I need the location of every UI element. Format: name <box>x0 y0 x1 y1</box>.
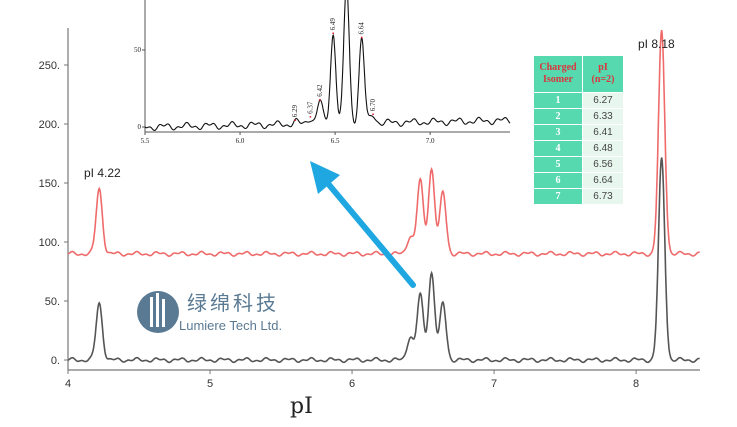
inset-peak-label: 6.49 <box>329 18 337 31</box>
header-text: pI <box>598 62 608 73</box>
inset-peak-marker <box>309 115 312 118</box>
isomer-number: 1 <box>533 92 583 109</box>
series-line-black <box>67 157 700 364</box>
x-tick-label: 4 <box>65 378 71 390</box>
inset-y-tick-label: 50 <box>134 46 142 54</box>
logo-mark-stripe <box>162 299 165 327</box>
isomer-pi: 6.73 <box>582 188 624 205</box>
inset-x-tick-label: 7.0 <box>426 137 435 145</box>
arrow-head-icon <box>310 161 340 194</box>
isomer-number: 7 <box>533 188 583 205</box>
x-axis-label: pI <box>290 394 313 419</box>
inset-peak-label: 6.42 <box>316 84 324 97</box>
main-chart-axes <box>67 28 700 371</box>
table-row: 3 6.41 <box>533 124 624 141</box>
table-row: 2 6.33 <box>533 108 624 125</box>
logo-mark-stripe <box>150 297 153 327</box>
header-charged-isomer: Charged Isomer <box>533 55 583 93</box>
isomer-number: 3 <box>533 124 583 141</box>
y-tick-label: 0. <box>51 355 60 367</box>
y-tick-label: 200. <box>39 119 60 131</box>
inset-x-tick-label: 5.5 <box>141 137 150 145</box>
inset-peak-labels: 6.296.376.426.496.566.646.70 <box>291 18 377 122</box>
table-row: 6 6.64 <box>533 172 624 189</box>
inset-peak-marker <box>318 98 321 101</box>
y-tick-label: 50. <box>45 296 60 308</box>
x-tick-label: 7 <box>491 378 497 390</box>
inset-peak-label: 6.29 <box>291 104 299 117</box>
table-row: 7 6.73 <box>533 188 624 205</box>
zoom-arrow <box>310 161 416 288</box>
x-tick-label: 8 <box>633 378 639 390</box>
inset-peak-marker <box>294 119 297 122</box>
isomer-pi: 6.64 <box>582 172 624 189</box>
isomer-number: 6 <box>533 172 583 189</box>
logo-mark-stripe <box>156 293 159 327</box>
inset-x-tick-label: 6.5 <box>331 137 340 145</box>
y-tick-label: 250. <box>39 60 60 72</box>
header-text: Isomer <box>543 74 573 85</box>
annotation-pi-high: pI 8.18 <box>638 37 675 51</box>
inset-peak-marker <box>360 36 363 39</box>
table-row: 1 6.27 <box>533 92 624 109</box>
inset-ticks: 5.5 6.0 6.5 7.0 0 50 <box>134 46 435 145</box>
header-pi: pI (n=2) <box>582 55 624 93</box>
inset-peak-marker <box>372 113 375 116</box>
inset-series-group <box>144 0 511 131</box>
inset-peak-label: 6.37 <box>306 101 314 114</box>
x-tick-label: 6 <box>349 378 355 390</box>
isomer-pi: 6.27 <box>582 92 624 109</box>
isomer-number: 2 <box>533 108 583 125</box>
isomer-pi: 6.33 <box>582 108 624 125</box>
isomer-number: 5 <box>533 156 583 173</box>
x-tick-label: 5 <box>207 378 213 390</box>
main-x-ticks: 4 5 6 7 8 <box>65 370 639 390</box>
header-text: (n=2) <box>591 74 615 85</box>
inset-peak-marker <box>332 32 335 35</box>
isomer-pi: 6.56 <box>582 156 624 173</box>
inset-x-tick-label: 6.0 <box>236 137 245 145</box>
table-header-row: Charged Isomer pI (n=2) <box>533 55 624 93</box>
header-text: Charged <box>539 62 577 73</box>
inset-peak-label: 6.70 <box>369 98 377 111</box>
table-row: 4 6.48 <box>533 140 624 157</box>
logo-text-en: Lumiere Tech Ltd. <box>179 318 282 333</box>
isomer-pi: 6.41 <box>582 124 624 141</box>
main-y-ticks: 0. 50. 100. 150. 200. 250. <box>39 60 68 367</box>
table-row: 5 6.56 <box>533 156 624 173</box>
isomer-table: Charged Isomer pI (n=2) 1 6.27 2 6.33 3 6.41 … <box>533 55 624 205</box>
arrow-shaft <box>322 177 416 288</box>
inset-series-line <box>144 0 511 131</box>
y-tick-label: 150. <box>39 178 60 190</box>
company-logo: 绿绵科技 Lumiere Tech Ltd. <box>137 291 282 333</box>
annotation-pi-low: pI 4.22 <box>84 166 121 180</box>
y-tick-label: 100. <box>39 237 60 249</box>
isomer-pi: 6.48 <box>582 140 624 157</box>
inset-y-tick-label: 0 <box>138 123 142 131</box>
inset-peak-label: 6.64 <box>358 22 366 35</box>
isomer-number: 4 <box>533 140 583 157</box>
logo-text-cn: 绿绵科技 <box>187 291 279 315</box>
